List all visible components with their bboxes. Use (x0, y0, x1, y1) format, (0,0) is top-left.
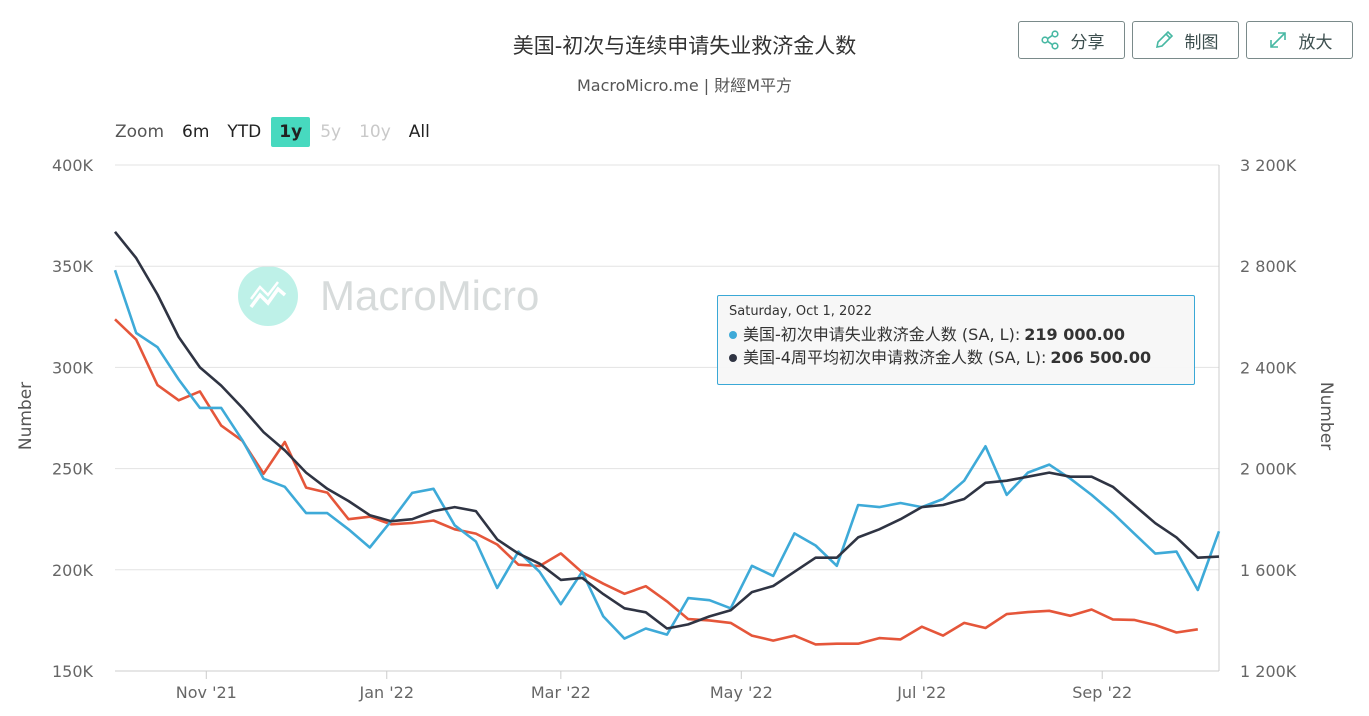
range-10y-button: 10y (359, 122, 391, 142)
zoom-label: Zoom (115, 122, 165, 142)
left-tick-label: 250K (52, 460, 94, 479)
share-button[interactable]: 分享 (1018, 21, 1125, 59)
range-ytd-button[interactable]: YTD (227, 122, 262, 142)
tooltip-dot (729, 353, 737, 362)
left-tick-label: 200K (52, 561, 94, 580)
macromicro-logo-icon (238, 266, 298, 326)
tooltip-row-initial: 美国-初次申请失业救济金人数 (SA, L): 219 000.00 (729, 323, 1183, 346)
range-selector: Zoom 6m YTD 1y 5y 10y All (115, 117, 440, 147)
draw-button[interactable]: 制图 (1132, 21, 1239, 59)
share-icon (1040, 30, 1059, 50)
range-5y-button: 5y (320, 122, 342, 142)
right-tick-label: 2 000K (1240, 460, 1297, 479)
chart-subtitle: MacroMicro.me | 財經M平方 (576, 76, 793, 95)
range-all-button[interactable]: All (408, 122, 430, 142)
x-tick-label: Nov '21 (176, 683, 237, 702)
left-tick-label: 400K (52, 156, 94, 175)
left-tick-label: 300K (52, 358, 94, 377)
x-tick-label: Sep '22 (1072, 683, 1132, 702)
left-axis-title: Number (16, 381, 37, 451)
series-line-avg4w (113, 230, 1220, 630)
left-tick-label: 150K (52, 662, 94, 681)
tooltip-dot (729, 330, 737, 339)
series-line-initial (113, 269, 1221, 640)
right-tick-label: 2 800K (1240, 257, 1297, 276)
range-6m-button[interactable]: 6m (182, 122, 210, 142)
right-tick-label: 3 200K (1240, 156, 1297, 175)
right-tick-label: 2 400K (1240, 358, 1297, 377)
tooltip-row-average: 美国-4周平均初次申请救济金人数 (SA, L): 206 500.00 (729, 346, 1183, 369)
tooltip-date: Saturday, Oct 1, 2022 (729, 304, 873, 319)
watermark: MacroMicro (238, 266, 539, 326)
series-line-continuing (114, 318, 1198, 646)
x-tick-label: Jul '22 (896, 683, 946, 702)
tooltip-value: 219 000.00 (1024, 325, 1125, 344)
enlarge-button[interactable]: 放大 (1246, 21, 1353, 59)
x-tick-label: Jan '22 (358, 683, 414, 702)
tooltip-label: 美国-4周平均初次申请救济金人数 (SA, L): (743, 348, 1047, 367)
tooltip-value: 206 500.00 (1050, 348, 1152, 367)
enlarge-label: 放大 (1298, 32, 1333, 53)
right-tick-label: 1 600K (1240, 561, 1297, 580)
draw-label: 制图 (1184, 32, 1219, 53)
range-1y-button[interactable]: 1y (271, 117, 311, 147)
expand-icon (1269, 32, 1286, 48)
right-tick-label: 1 200K (1240, 662, 1297, 681)
share-label: 分享 (1070, 32, 1105, 53)
tooltip-label: 美国-初次申请失业救济金人数 (SA, L): (743, 325, 1021, 344)
x-tick-label: May '22 (710, 683, 773, 702)
x-tick-label: Mar '22 (531, 683, 591, 702)
watermark-text: MacroMicro (320, 272, 540, 319)
left-tick-label: 350K (52, 257, 94, 276)
pencil-icon (1155, 30, 1173, 49)
chart-title: 美国-初次与连续申请失业救济金人数 (512, 34, 857, 58)
right-axis-title: Number (1316, 381, 1337, 451)
tooltip: Saturday, Oct 1, 2022 美国-初次申请失业救济金人数 (SA… (717, 295, 1195, 385)
